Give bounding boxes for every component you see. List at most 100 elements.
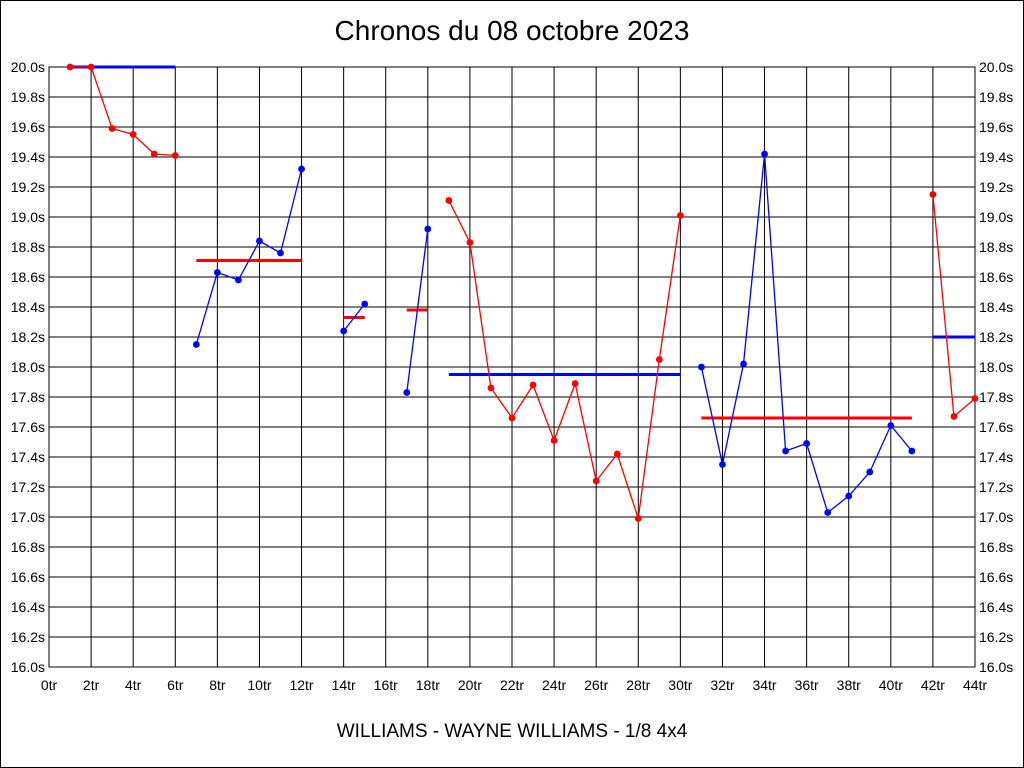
x-tick-label: 22tr [500, 677, 524, 693]
y-tick-label-left: 17.2s [11, 479, 45, 495]
series-line [343, 303, 366, 332]
data-point [361, 300, 369, 308]
y-tick-label-right: 19.2s [979, 179, 1013, 195]
data-point [719, 461, 726, 468]
y-tick-label-right: 16.0s [979, 659, 1013, 675]
data-point [698, 363, 705, 371]
x-tick-label: 4tr [125, 677, 142, 693]
data-point [277, 249, 284, 257]
y-tick-label-left: 17.0s [11, 509, 45, 525]
x-tick-label: 40tr [879, 677, 903, 693]
y-tick-label-left: 17.4s [11, 449, 45, 465]
series-line [448, 200, 682, 519]
data-point [887, 422, 895, 429]
y-tick-label-left: 16.4s [11, 599, 45, 615]
data-point [129, 131, 137, 138]
y-tick-label-right: 19.4s [979, 149, 1013, 165]
data-point [192, 341, 200, 348]
chart-title: Chronos du 08 octobre 2023 [334, 15, 690, 46]
x-tick-label: 20tr [458, 677, 482, 693]
data-point [908, 447, 916, 455]
data-point [929, 191, 937, 198]
data-point [424, 225, 432, 233]
chart-footer: WILLIAMS - WAYNE WILLIAMS - 1/8 4x4 [336, 721, 688, 742]
y-tick-label-right: 17.0s [979, 509, 1013, 525]
data-point [845, 492, 853, 500]
data-point [487, 384, 495, 392]
data-point [803, 440, 811, 447]
data-point [571, 380, 579, 387]
data-point [150, 150, 158, 158]
y-tick-label-right: 16.4s [979, 599, 1013, 615]
x-tick-label: 36tr [795, 677, 819, 693]
data-point [466, 239, 474, 246]
data-point [445, 197, 453, 204]
x-tick-label: 0tr [41, 677, 58, 693]
y-tick-label-right: 19.8s [979, 89, 1013, 105]
y-tick-label-right: 16.8s [979, 539, 1013, 555]
data-point [634, 515, 642, 522]
y-tick-label-left: 16.6s [11, 569, 45, 585]
y-tick-label-left: 18.6s [11, 269, 45, 285]
x-tick-label: 28tr [626, 677, 650, 693]
y-tick-label-right: 19.6s [979, 119, 1013, 135]
plot-border [48, 66, 976, 668]
y-tick-label-left: 19.8s [11, 89, 45, 105]
data-point [298, 165, 305, 173]
x-tick-label: 42tr [921, 677, 945, 693]
x-tick-label: 30tr [668, 677, 692, 693]
data-point [256, 237, 263, 245]
y-tick-label-right: 17.6s [979, 419, 1013, 435]
data-point [655, 356, 663, 363]
data-point [213, 269, 221, 276]
x-tick-label: 10tr [247, 677, 271, 693]
data-point [676, 212, 684, 219]
y-tick-label-right: 18.0s [979, 359, 1013, 375]
data-point [340, 327, 348, 335]
y-tick-label-right: 18.8s [979, 239, 1013, 255]
y-tick-label-left: 18.8s [11, 239, 45, 255]
series-line [70, 66, 176, 157]
x-tick-label: 38tr [837, 677, 861, 693]
data-point [613, 450, 621, 458]
data-point [235, 276, 242, 284]
y-tick-label-left: 19.6s [11, 119, 45, 135]
data-point [950, 413, 958, 420]
x-tick-label: 34tr [752, 677, 776, 693]
x-tick-label: 32tr [710, 677, 734, 693]
y-tick-label-left: 16.8s [11, 539, 45, 555]
x-tick-label: 44tr [963, 677, 987, 693]
series-line [406, 228, 429, 393]
y-tick-label-right: 20.0s [979, 59, 1013, 75]
x-tick-label: 2tr [83, 677, 100, 693]
data-point [971, 395, 979, 402]
y-tick-label-right: 18.2s [979, 329, 1013, 345]
y-tick-label-right: 19.0s [979, 209, 1013, 225]
x-tick-label: 24tr [542, 677, 566, 693]
data-point [529, 381, 537, 389]
y-tick-label-right: 16.2s [979, 629, 1013, 645]
data-point [782, 447, 789, 455]
y-tick-label-right: 16.6s [979, 569, 1013, 585]
y-tick-label-left: 16.2s [11, 629, 45, 645]
x-tick-label: 8tr [209, 677, 226, 693]
x-tick-label: 6tr [167, 677, 184, 693]
data-point [108, 125, 116, 132]
data-point [508, 414, 516, 422]
y-tick-label-right: 18.4s [979, 299, 1013, 315]
y-tick-label-left: 17.8s [11, 389, 45, 405]
x-tick-label: 26tr [584, 677, 608, 693]
data-point [761, 150, 768, 158]
x-tick-label: 18tr [416, 677, 440, 693]
y-tick-label-left: 18.0s [11, 359, 45, 375]
data-point [740, 360, 747, 368]
data-point [87, 63, 95, 71]
y-tick-label-left: 18.4s [11, 299, 45, 315]
y-tick-label-right: 18.6s [979, 269, 1013, 285]
y-tick-label-left: 19.4s [11, 149, 45, 165]
data-point [171, 152, 179, 159]
data-point [866, 468, 874, 476]
series-line [195, 168, 303, 345]
